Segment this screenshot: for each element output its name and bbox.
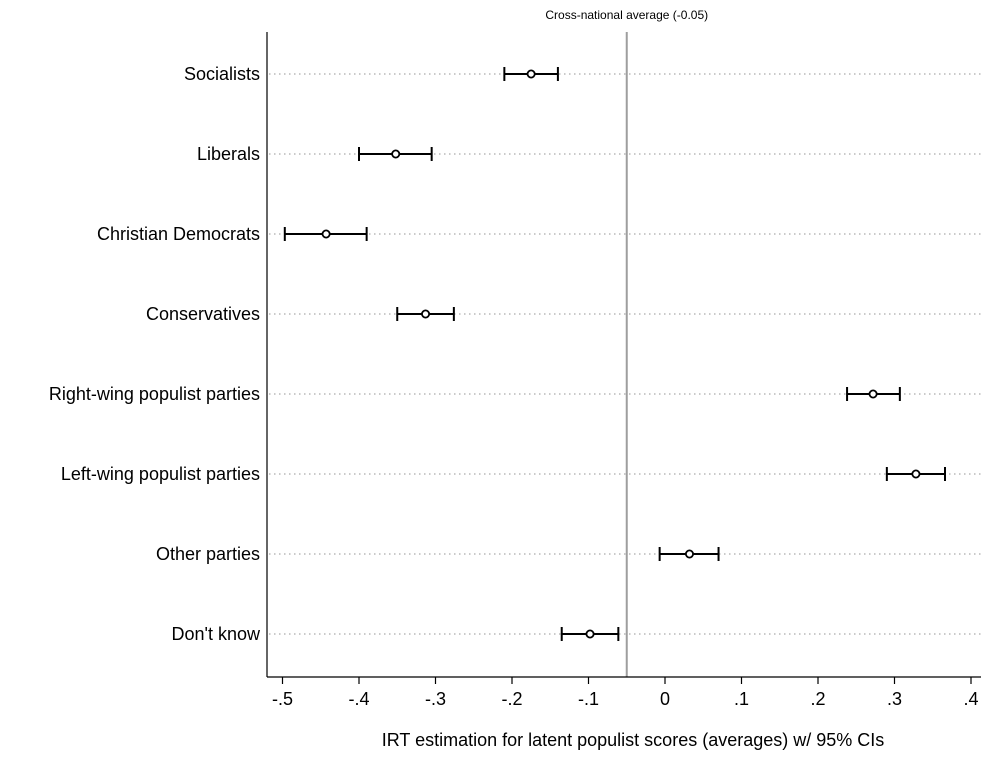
x-tick-label: -.3 [425, 689, 446, 709]
category-label: Christian Democrats [97, 224, 260, 244]
data-point [391, 149, 401, 159]
category-label: Don't know [172, 624, 261, 644]
x-tick-label: -.1 [578, 689, 599, 709]
x-tick-label: .3 [887, 689, 902, 709]
x-axis-title: IRT estimation for latent populist score… [382, 730, 885, 750]
category-label: Socialists [184, 64, 260, 84]
category-label: Conservatives [146, 304, 260, 324]
marks [283, 67, 946, 641]
category-label: Right-wing populist parties [49, 384, 260, 404]
data-point [684, 549, 694, 559]
x-tick-label: .1 [734, 689, 749, 709]
category-label: Left-wing populist parties [61, 464, 260, 484]
category-labels: Socialists Liberals Christian Democrats Con… [49, 64, 261, 644]
grid-lines [269, 73, 981, 635]
x-tick-label: 0 [660, 689, 670, 709]
reference-line-group: Cross-national average (-0.05) [545, 8, 708, 677]
data-point [526, 69, 536, 79]
data-point [421, 309, 431, 319]
data-point [585, 629, 595, 639]
data-point [911, 469, 921, 479]
x-ticks: -.5 -.4 -.3 -.2 -.1 0 .1 .2 .3 .4 [272, 677, 979, 709]
data-point [321, 229, 331, 239]
axes [266, 32, 981, 678]
x-tick-label: .2 [810, 689, 825, 709]
reference-line-label: Cross-national average (-0.05) [545, 8, 708, 22]
category-label: Liberals [197, 144, 260, 164]
x-tick-label: -.2 [501, 689, 522, 709]
category-label: Other parties [156, 544, 260, 564]
x-tick-label: -.5 [272, 689, 293, 709]
data-point [868, 389, 878, 399]
x-tick-label: -.4 [348, 689, 369, 709]
x-tick-label: .4 [963, 689, 978, 709]
